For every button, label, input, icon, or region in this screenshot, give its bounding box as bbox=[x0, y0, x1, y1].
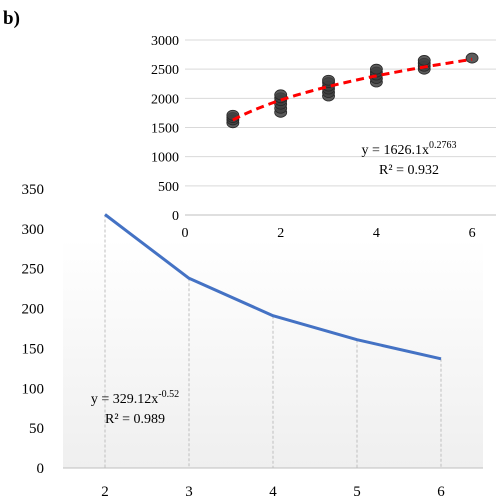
bottom-y-tick-label: 50 bbox=[29, 421, 44, 437]
top-equation: y = 1626.1x0.2763 bbox=[362, 140, 457, 158]
bottom-x-tick-label: 5 bbox=[353, 484, 361, 500]
top-y-tick-label: 1500 bbox=[151, 122, 179, 137]
bottom-series-line bbox=[104, 213, 442, 361]
top-x-tick-label: 6 bbox=[469, 226, 476, 241]
top-x-tick-label: 0 bbox=[182, 226, 189, 241]
top-scatter-chart: 0 500 1000 1500 2000 2500 3000 0 2 4 6 bbox=[151, 34, 496, 241]
top-equation-main: y = 1626.1x bbox=[362, 143, 429, 158]
bottom-y-tick-label: 0 bbox=[37, 461, 45, 477]
bottom-x-tick-label: 2 bbox=[101, 484, 109, 500]
top-data-point bbox=[417, 55, 431, 66]
bottom-y-tick-label: 300 bbox=[22, 222, 45, 238]
top-x-tick-label: 2 bbox=[277, 226, 284, 241]
top-equation-exponent: 0.2763 bbox=[429, 140, 457, 151]
top-y-tick-label: 1000 bbox=[151, 151, 179, 166]
top-data-point bbox=[322, 74, 335, 86]
panel-label: b) bbox=[3, 8, 20, 29]
top-y-tick-label: 2500 bbox=[151, 63, 179, 78]
bottom-equation-exponent: -0.52 bbox=[158, 389, 179, 400]
bottom-equation: y = 329.12x-0.52 bbox=[91, 389, 179, 407]
bottom-equation-main: y = 329.12x bbox=[91, 392, 158, 407]
top-y-tick-label: 0 bbox=[172, 209, 179, 224]
top-y-tick-label: 500 bbox=[158, 180, 179, 195]
bottom-y-tick-label: 250 bbox=[22, 262, 45, 278]
bottom-y-tick-label: 150 bbox=[22, 341, 45, 357]
top-x-tick-label: 4 bbox=[373, 226, 380, 241]
bottom-r-squared: R² = 0.989 bbox=[105, 412, 165, 427]
bottom-y-tick-label: 350 bbox=[22, 182, 45, 198]
bottom-x-tick-label: 4 bbox=[269, 484, 277, 500]
bottom-x-tick-label: 6 bbox=[437, 484, 445, 500]
top-y-tick-label: 3000 bbox=[151, 34, 179, 49]
bottom-y-tick-label: 100 bbox=[22, 381, 45, 397]
top-y-tick-label: 2000 bbox=[151, 92, 179, 107]
top-data-point bbox=[465, 52, 479, 64]
top-data-point bbox=[369, 63, 383, 75]
bottom-y-tick-label: 200 bbox=[22, 302, 45, 318]
top-r-squared: R² = 0.932 bbox=[379, 163, 439, 178]
top-power-trendline bbox=[232, 57, 473, 122]
bottom-x-tick-label: 3 bbox=[185, 484, 193, 500]
